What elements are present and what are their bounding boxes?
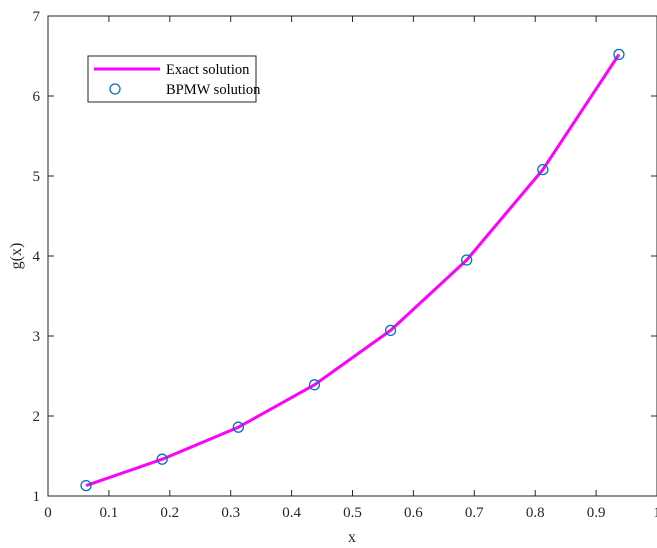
bpmw-point xyxy=(156,453,168,465)
y-tick-label: 7 xyxy=(33,9,41,25)
y-tick-label: 3 xyxy=(33,329,41,345)
x-tick-label: 0.6 xyxy=(404,505,423,521)
legend-label-exact: Exact solution xyxy=(166,62,250,78)
legend: Exact solution BPMW solution xyxy=(87,55,261,103)
y-axis-label: g(x) xyxy=(8,243,25,270)
y-axis-ticks: 1 2 3 4 5 6 7 xyxy=(33,9,657,505)
bpmw-point xyxy=(537,163,549,176)
legend-label-bpmw: BPMW solution xyxy=(166,82,261,98)
x-tick-label: 1 xyxy=(653,505,657,521)
exact-solution-line xyxy=(85,53,621,488)
y-tick-label: 4 xyxy=(33,249,41,265)
x-tick-label: 0.2 xyxy=(160,505,179,521)
y-tick-label: 5 xyxy=(33,169,41,185)
bpmw-point xyxy=(461,254,473,266)
legend-marker-swatch xyxy=(109,83,121,95)
x-tick-label: 0.9 xyxy=(587,505,606,521)
x-tick-label: 0.8 xyxy=(526,505,545,521)
x-tick-label: 0 xyxy=(44,505,52,521)
bpmw-point xyxy=(613,48,625,61)
x-tick-label: 0.5 xyxy=(343,505,362,521)
x-tick-label: 0.1 xyxy=(100,505,119,521)
x-tick-label: 0.4 xyxy=(282,505,301,521)
y-tick-label: 1 xyxy=(33,489,41,505)
bpmw-point xyxy=(308,379,321,391)
bpmw-point xyxy=(384,324,397,337)
x-axis-label: x xyxy=(348,529,356,546)
y-tick-label: 2 xyxy=(33,409,41,425)
x-tick-label: 0.3 xyxy=(221,505,240,521)
x-tick-label: 0.7 xyxy=(465,505,484,521)
y-tick-label: 6 xyxy=(33,89,41,105)
x-axis-ticks: 0 0.1 0.2 0.3 0.4 0.5 0.6 0.7 0.8 0.9 1 xyxy=(44,16,657,521)
bpmw-point xyxy=(80,479,92,492)
bpmw-point xyxy=(232,421,244,433)
series-layer xyxy=(80,48,625,492)
